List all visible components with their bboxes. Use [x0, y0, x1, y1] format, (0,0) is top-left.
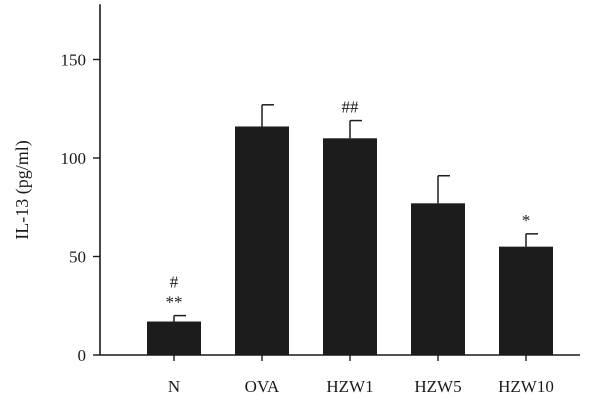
y-tick-label: 100 [61, 149, 87, 168]
y-axis-ticks: 0 50 100 150 [61, 51, 100, 365]
error-bar-hzw10 [525, 233, 538, 247]
error-bar-n [173, 314, 186, 322]
x-axis-categories: N OVA HZW1 HZW5 HZW10 [168, 355, 554, 396]
y-tick-label: 150 [61, 51, 87, 70]
category-label-n: N [168, 377, 180, 396]
significance-mark-n: # [170, 273, 179, 292]
error-bar-ova [261, 104, 274, 127]
significance-annotations: #** ## * [166, 98, 531, 312]
error-bar-hzw5 [437, 174, 450, 204]
error-bar-hzw1 [349, 119, 362, 139]
bar-ova [235, 126, 289, 355]
bars [147, 126, 553, 355]
bar-hzw1 [323, 138, 377, 355]
significance-mark-hzw10: * [522, 211, 531, 230]
category-label-ova: OVA [245, 377, 280, 396]
significance-mark-n: ** [166, 293, 183, 312]
y-tick-label: 0 [78, 346, 87, 365]
category-label-hzw1: HZW1 [326, 377, 373, 396]
bar-hzw10 [499, 246, 553, 355]
category-label-hzw5: HZW5 [414, 377, 461, 396]
bar-n [147, 321, 201, 355]
error-bars [173, 104, 538, 322]
significance-mark-hzw1: ## [342, 98, 360, 117]
y-tick-label: 50 [69, 248, 86, 267]
y-axis-label: IL-13 (pg/ml) [12, 140, 33, 239]
bar-hzw5 [411, 203, 465, 355]
category-label-hzw10: HZW10 [498, 377, 554, 396]
